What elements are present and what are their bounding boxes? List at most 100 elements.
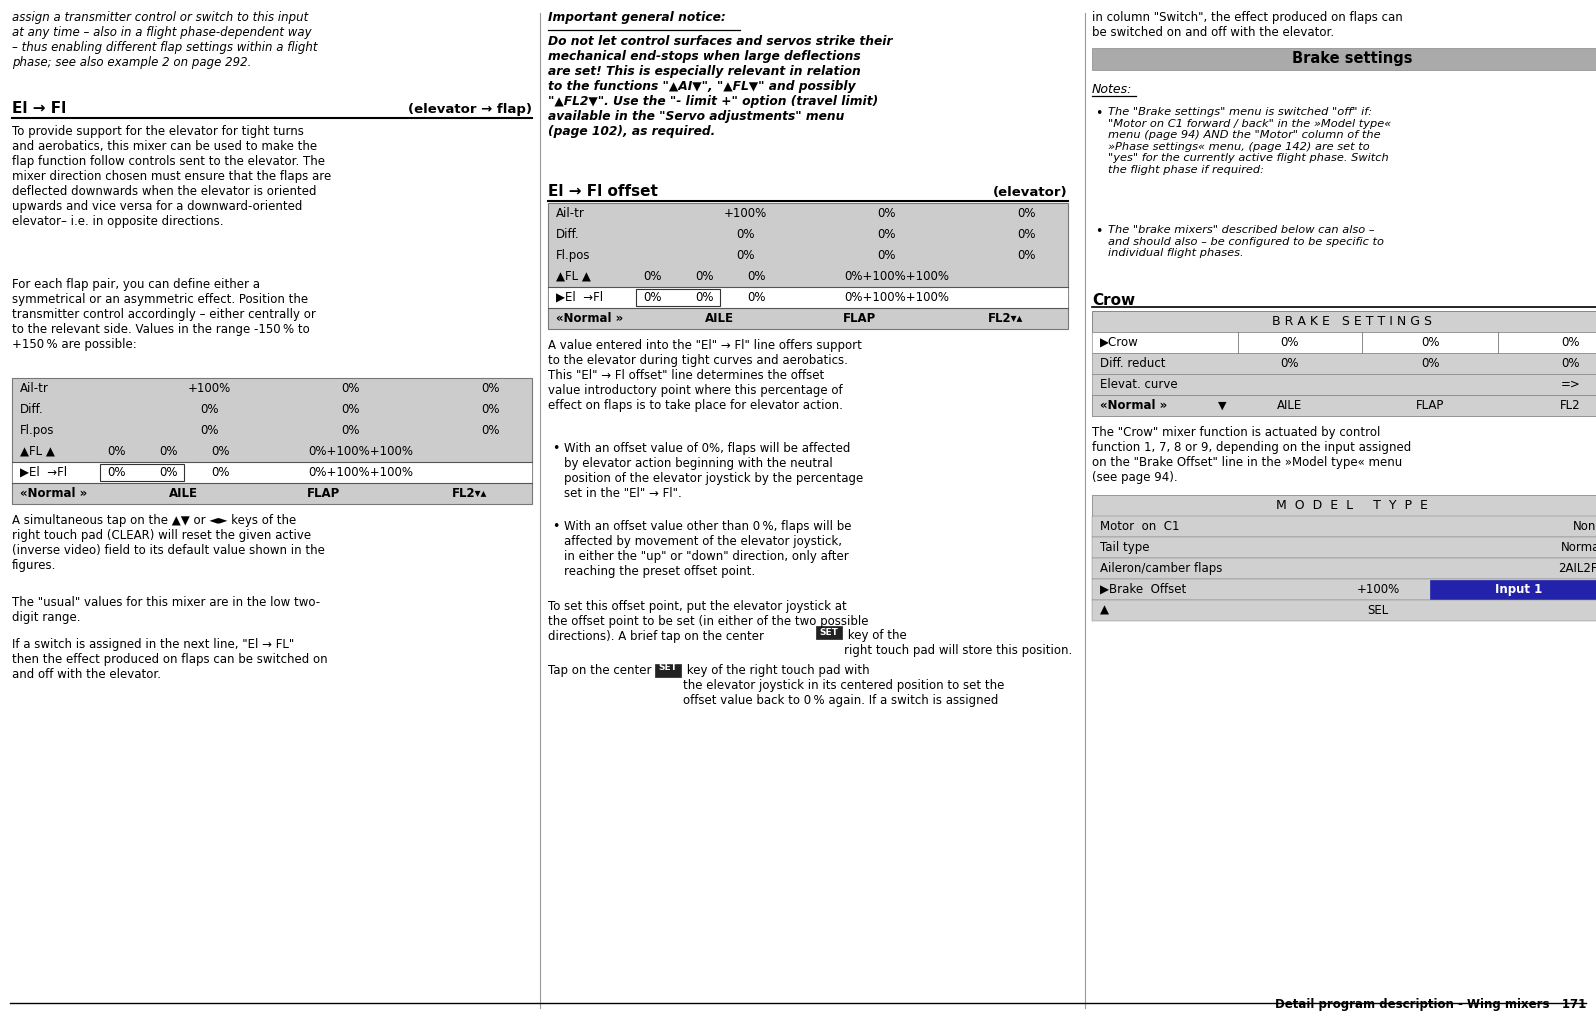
Text: The "brake mixers" described below can also –
and should also – be configured to: The "brake mixers" described below can a…: [1108, 225, 1384, 258]
Text: +100%: +100%: [1357, 583, 1400, 596]
Text: 0%: 0%: [1561, 357, 1580, 370]
Text: 0%: 0%: [694, 270, 713, 283]
Text: To set this offset point, put the elevator joystick at
the offset point to be se: To set this offset point, put the elevat…: [547, 601, 868, 643]
Text: 0%: 0%: [736, 249, 755, 262]
Text: 0%: 0%: [211, 466, 230, 479]
Text: (elevator): (elevator): [993, 186, 1068, 199]
Text: AILE: AILE: [705, 312, 734, 325]
Text: AILE: AILE: [1277, 399, 1302, 412]
Bar: [1092, 516, 1596, 537]
Text: Diff.: Diff.: [21, 403, 43, 416]
Text: The "usual" values for this mixer are in the low two-
digit range.: The "usual" values for this mixer are in…: [13, 596, 321, 624]
Text: (elevator → flap): (elevator → flap): [409, 103, 531, 116]
Text: 0%: 0%: [876, 207, 895, 220]
Text: key of the right touch pad with
the elevator joystick in its centered position t: key of the right touch pad with the elev…: [683, 664, 1004, 707]
Text: El → Fl: El → Fl: [13, 101, 67, 116]
Text: Do not let control surfaces and servos strike their
mechanical end-stops when la: Do not let control surfaces and servos s…: [547, 35, 892, 138]
Text: FLAP: FLAP: [308, 487, 340, 500]
Text: 0%: 0%: [158, 445, 177, 458]
Text: FL2▾▴: FL2▾▴: [988, 312, 1023, 325]
Bar: [1092, 395, 1596, 416]
Bar: [13, 462, 531, 483]
Text: B R A K E   S E T T I N G S: B R A K E S E T T I N G S: [1272, 315, 1432, 328]
Text: •: •: [1095, 107, 1103, 120]
Bar: [1092, 332, 1596, 353]
Text: 0%: 0%: [480, 424, 500, 437]
Text: 0%: 0%: [107, 466, 124, 479]
Text: 0%: 0%: [107, 445, 124, 458]
Text: Diff. reduct: Diff. reduct: [1100, 357, 1165, 370]
Text: Ail-tr: Ail-tr: [555, 207, 584, 220]
Text: ▼: ▼: [1218, 400, 1226, 410]
Bar: [101, 464, 184, 481]
Text: 0%: 0%: [342, 403, 359, 416]
Bar: [1092, 311, 1596, 332]
Text: FL2▾▴: FL2▾▴: [452, 487, 487, 500]
Text: 0%+100%+100%: 0%+100%+100%: [308, 445, 413, 458]
Text: +100%: +100%: [725, 207, 768, 220]
Text: Diff.: Diff.: [555, 228, 579, 241]
Text: SEL: SEL: [1368, 604, 1389, 617]
Text: assign a transmitter control or switch to this input
at any time – also in a fli: assign a transmitter control or switch t…: [13, 11, 318, 69]
Text: «Normal »: «Normal »: [1100, 399, 1167, 412]
Bar: [654, 664, 681, 677]
Text: 0%+100%+100%: 0%+100%+100%: [844, 291, 950, 304]
Text: The "Brake settings" menu is switched "off" if:
"Motor on C1 forward / back" in : The "Brake settings" menu is switched "o…: [1108, 107, 1392, 175]
Text: 0%: 0%: [1280, 357, 1299, 370]
Text: ▶Crow: ▶Crow: [1100, 336, 1140, 349]
Text: Aileron/camber flaps: Aileron/camber flaps: [1100, 562, 1223, 575]
Text: ▲: ▲: [1100, 604, 1109, 617]
Text: ▶Brake  Offset: ▶Brake Offset: [1100, 583, 1186, 596]
Text: A simultaneous tap on the ▲▼ or ◄► keys of the
right touch pad (CLEAR) will rese: A simultaneous tap on the ▲▼ or ◄► keys …: [13, 514, 326, 572]
Text: FLAP: FLAP: [843, 312, 876, 325]
Text: ▲FL ▲: ▲FL ▲: [21, 445, 54, 458]
Text: M  O  D  E  L     T  Y  P  E: M O D E L T Y P E: [1277, 499, 1428, 512]
Text: SET: SET: [659, 663, 677, 671]
Text: 0%: 0%: [694, 291, 713, 304]
Text: 0%: 0%: [736, 228, 755, 241]
Text: •: •: [1095, 225, 1103, 238]
Text: 0%: 0%: [1017, 249, 1036, 262]
Text: Elevat. curve: Elevat. curve: [1100, 379, 1178, 391]
Text: ▶El  →Fl: ▶El →Fl: [555, 291, 603, 304]
Text: ▲FL ▲: ▲FL ▲: [555, 270, 591, 283]
Text: With an offset value other than 0 %, flaps will be
affected by movement of the e: With an offset value other than 0 %, fla…: [563, 520, 852, 578]
Text: Fl.pos: Fl.pos: [555, 249, 591, 262]
Text: 0%: 0%: [643, 291, 661, 304]
Text: Crow: Crow: [1092, 293, 1135, 308]
Text: +100%: +100%: [188, 382, 231, 395]
Text: To provide support for the elevator for tight turns
and aerobatics, this mixer c: To provide support for the elevator for …: [13, 125, 332, 228]
Text: •: •: [552, 520, 559, 533]
Text: 0%: 0%: [211, 445, 230, 458]
Text: With an offset value of 0%, flaps will be affected
by elevator action beginning : With an offset value of 0%, flaps will b…: [563, 442, 863, 500]
Text: Tail type: Tail type: [1100, 541, 1149, 554]
Text: 0%: 0%: [342, 382, 359, 395]
Text: 0%: 0%: [643, 270, 661, 283]
Text: 0%: 0%: [747, 270, 764, 283]
Text: Input 1: Input 1: [1495, 583, 1542, 596]
Text: •: •: [552, 442, 559, 455]
Text: in column "Switch", the effect produced on flaps can
be switched on and off with: in column "Switch", the effect produced …: [1092, 11, 1403, 39]
Text: 0%: 0%: [158, 466, 177, 479]
Text: FLAP: FLAP: [1416, 399, 1444, 412]
Text: 0%: 0%: [876, 228, 895, 241]
Bar: [13, 379, 531, 504]
Text: AILE: AILE: [169, 487, 198, 500]
Text: =>: =>: [1561, 379, 1580, 391]
Bar: [816, 626, 843, 639]
Text: Brake settings: Brake settings: [1291, 51, 1412, 66]
Text: None: None: [1574, 520, 1596, 533]
Text: Fl.pos: Fl.pos: [21, 424, 54, 437]
Bar: [547, 287, 1068, 308]
Text: Ail-tr: Ail-tr: [21, 382, 49, 395]
Text: 0%: 0%: [201, 424, 219, 437]
Bar: [1092, 558, 1596, 579]
Text: «Normal »: «Normal »: [21, 487, 88, 500]
Text: FL2: FL2: [1559, 399, 1580, 412]
Text: Notes:: Notes:: [1092, 83, 1133, 96]
Text: 0%: 0%: [480, 382, 500, 395]
Text: 0%+100%+100%: 0%+100%+100%: [308, 466, 413, 479]
Text: 0%+100%+100%: 0%+100%+100%: [844, 270, 950, 283]
Text: The "Crow" mixer function is actuated by control
function 1, 7, 8 or 9, dependin: The "Crow" mixer function is actuated by…: [1092, 426, 1411, 484]
Bar: [1092, 48, 1596, 70]
